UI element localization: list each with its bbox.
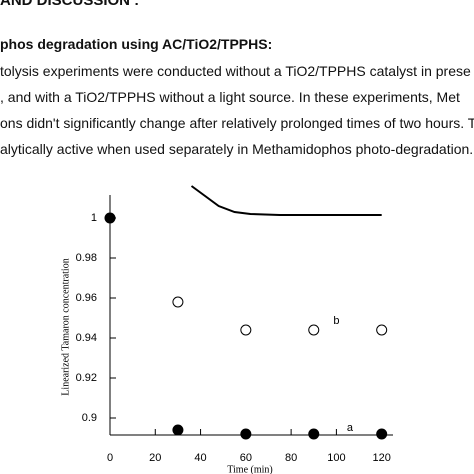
y-tick-label: 1 (91, 212, 97, 224)
x-tick-label: 100 (327, 452, 345, 464)
point (376, 428, 388, 440)
section-title: AND DISCUSSION : (0, 0, 140, 9)
x-tick-label: 40 (194, 452, 206, 464)
subsection-title: phos degradation using AC/TiO2/TPPHS: (0, 36, 273, 52)
paragraph-line: , and with a TiO2/TPPHS without a light … (0, 89, 460, 105)
y-tick-label: 0.96 (76, 292, 97, 304)
x-tick-label: 120 (373, 452, 391, 464)
x-tick-label: 60 (240, 452, 252, 464)
paragraph-line: tolysis experiments were conducted witho… (0, 63, 471, 79)
point (308, 324, 320, 336)
paragraph-line: ons didn't significantly change after re… (0, 115, 474, 131)
x-tick-label: 20 (149, 452, 161, 464)
y-tick-label: 0.98 (76, 252, 97, 264)
point (376, 324, 388, 336)
y-tick-label: 0.94 (76, 332, 97, 344)
curve (190, 185, 382, 216)
x-tick-label: 80 (285, 452, 297, 464)
annotation: a (347, 422, 354, 434)
point (308, 428, 320, 440)
x-tick-label: 0 (107, 452, 113, 464)
point (240, 428, 252, 440)
point (172, 296, 184, 308)
point (240, 324, 252, 336)
x-axis-label: Time (min) (227, 464, 272, 474)
point (104, 212, 116, 224)
y-tick-label: 0.9 (82, 412, 97, 424)
y-axis-label: Linearized Tamaron concentration (60, 258, 71, 395)
paragraph-line: alytically active when used separately i… (0, 141, 474, 157)
y-tick-label: 0.92 (76, 372, 97, 384)
annotation: b (333, 315, 339, 327)
point (172, 424, 184, 436)
